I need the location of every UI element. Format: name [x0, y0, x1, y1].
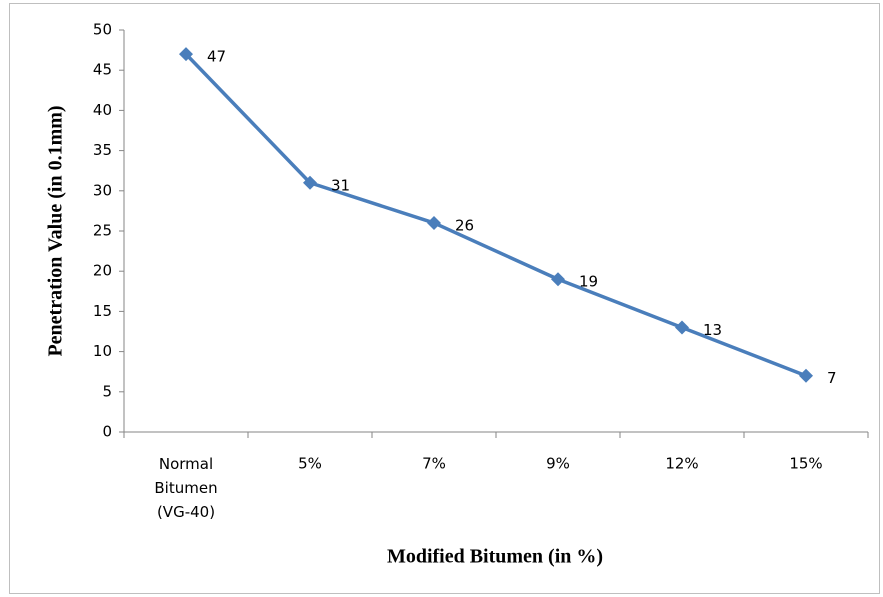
data-label: 13: [703, 321, 722, 339]
marker: [427, 215, 441, 230]
y-tick-label: 0: [102, 423, 112, 441]
y-tick-label: 5: [102, 382, 112, 400]
y-tick-label: 15: [93, 302, 112, 320]
marker: [179, 47, 193, 62]
line: [184, 52, 807, 378]
data-label: 7: [827, 369, 837, 387]
data-label: 26: [455, 216, 474, 234]
y-tick-label: 35: [93, 141, 112, 159]
y-tick-label: 20: [93, 262, 112, 280]
marker: [799, 368, 813, 383]
y-tick-label: 50: [93, 21, 112, 39]
x-tick-label: 5%: [298, 455, 322, 473]
y-axis-title: Penetration Value (in 0.1mm): [45, 105, 67, 356]
marker: [303, 175, 317, 190]
x-tick-label: Normal Bitumen (VG-40): [154, 455, 217, 521]
marker: [551, 272, 565, 287]
y-tick-label: 45: [93, 61, 112, 79]
x-tick-label: 15%: [789, 455, 822, 473]
x-tick-label: 7%: [422, 455, 446, 473]
data-label: 19: [579, 273, 598, 291]
y-tick-label: 10: [93, 342, 112, 360]
data-label: 31: [331, 176, 350, 194]
marker: [675, 320, 689, 335]
x-axis-title: Modified Bitumen (in %): [387, 546, 603, 568]
data-label: 47: [207, 48, 226, 66]
x-tick-label: 9%: [546, 455, 570, 473]
y-tick-label: 40: [93, 101, 112, 119]
x-tick-label: 12%: [665, 455, 698, 473]
y-tick-label: 25: [93, 222, 112, 240]
chart-frame: [9, 3, 880, 594]
y-tick-label: 30: [93, 181, 112, 199]
